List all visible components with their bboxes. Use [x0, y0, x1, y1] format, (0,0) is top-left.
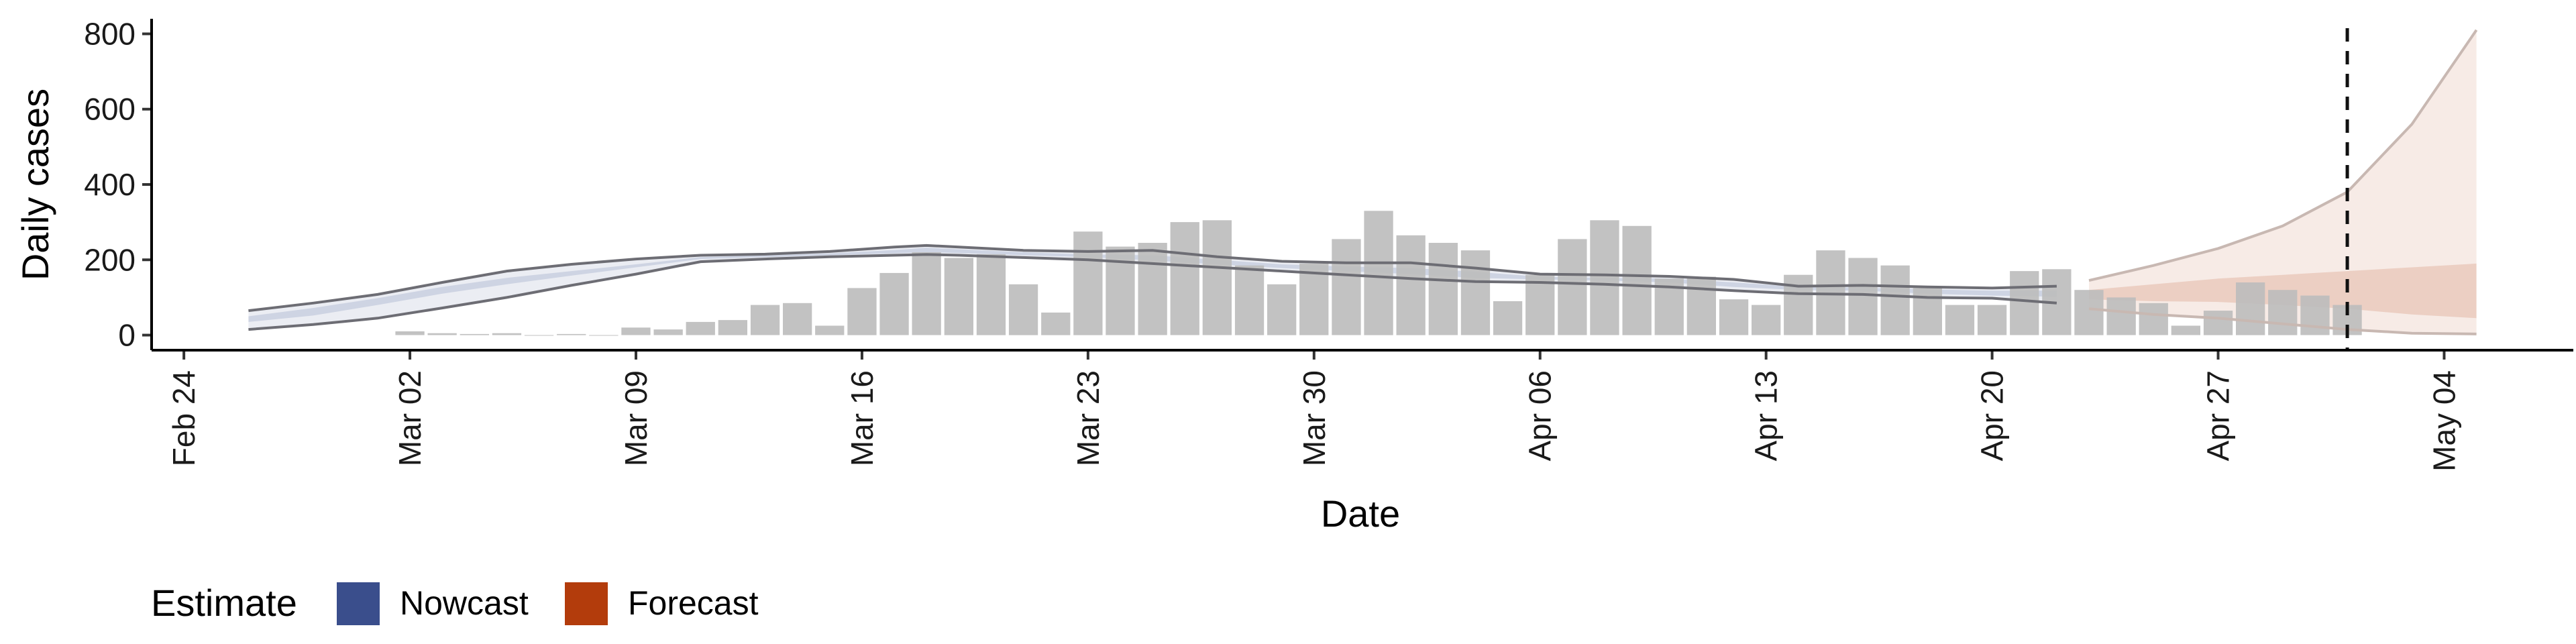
bar-2020-04-17	[1880, 265, 1910, 335]
x-tick-label: Mar 30	[1297, 370, 1332, 466]
x-tick-label: Mar 09	[619, 370, 653, 466]
y-tick-label: 200	[84, 242, 136, 277]
legend-label-nowcast: Nowcast	[400, 584, 529, 622]
estimate-outlines	[248, 29, 2478, 335]
bar-2020-03-28	[1234, 265, 1265, 335]
bar-2020-04-07	[1558, 239, 1587, 335]
x-tick-label: Mar 16	[845, 370, 879, 466]
bar-2020-03-17	[879, 272, 909, 335]
bar-2020-03-20	[976, 254, 1006, 335]
y-tick-label: 400	[84, 167, 136, 202]
bar-2020-03-19	[944, 258, 973, 335]
bar-2020-04-24	[2106, 297, 2136, 335]
y-axis-title: Daily cases	[14, 89, 56, 280]
y-tick-label: 800	[84, 16, 136, 51]
bar-2020-04-30	[2300, 295, 2330, 335]
bar-2020-03-22	[1041, 312, 1071, 335]
x-tick-label: Mar 23	[1071, 370, 1106, 466]
x-tick-label: Apr 20	[1975, 370, 2010, 462]
bar-2020-03-09	[621, 327, 651, 335]
bar-2020-03-06	[524, 335, 554, 336]
legend: Estimate Nowcast Forecast	[151, 582, 759, 625]
bar-2020-04-11	[1686, 276, 1716, 335]
bar-2020-04-12	[1719, 299, 1749, 335]
bar-2020-03-29	[1267, 284, 1297, 335]
x-axis-title: Date	[1321, 492, 1400, 535]
bar-2020-03-25	[1138, 243, 1167, 335]
bar-2020-04-02	[1396, 235, 1426, 335]
bar-2020-04-27	[2203, 311, 2233, 335]
bar-2020-04-09	[1622, 225, 1652, 335]
bar-2020-03-08	[589, 335, 619, 336]
bar-2020-03-18	[912, 252, 941, 335]
bar-2020-04-13	[1752, 305, 1781, 335]
bar-2020-03-21	[1008, 284, 1038, 335]
bar-2020-03-31	[1332, 239, 1361, 335]
x-tick-label: Apr 13	[1749, 370, 1784, 462]
bar-2020-04-04	[1460, 250, 1491, 335]
x-axis-ticks: Feb 24 Mar 02 Mar 09 Mar 16 Mar 23 Mar 30 Apr …	[166, 350, 2461, 472]
bar-2020-03-07	[557, 333, 586, 335]
x-tick-label: Apr 06	[1523, 370, 1558, 462]
observed-bars	[395, 211, 2362, 336]
y-tick-label: 600	[84, 92, 136, 127]
bar-2020-03-30	[1299, 263, 1329, 335]
bar-2020-04-21	[2010, 271, 2039, 335]
bar-2020-04-23	[2074, 290, 2104, 335]
bar-2020-03-02	[395, 331, 425, 335]
bar-2020-03-10	[653, 329, 683, 335]
nowcast-lower-line	[248, 253, 2057, 331]
bar-2020-04-06	[1525, 274, 1555, 335]
x-tick-label: Feb 24	[166, 370, 201, 466]
bar-2020-04-28	[2236, 282, 2265, 335]
y-tick-label: 0	[118, 318, 136, 353]
x-tick-label: Mar 02	[392, 370, 427, 466]
bar-2020-03-27	[1202, 220, 1232, 335]
bar-2020-03-15	[815, 325, 845, 335]
legend-label-forecast: Forecast	[628, 584, 759, 622]
bar-2020-04-25	[2139, 303, 2168, 335]
bar-2020-04-19	[1945, 305, 1975, 335]
forecast-upper-line	[2088, 29, 2478, 282]
bar-2020-04-29	[2268, 290, 2298, 335]
bar-2020-04-05	[1493, 301, 1523, 335]
legend-swatch-forecast	[565, 582, 608, 625]
bar-2020-03-13	[750, 305, 780, 335]
bar-2020-03-04	[460, 333, 489, 335]
legend-title: Estimate	[151, 582, 297, 624]
estimate-bands	[248, 30, 2477, 334]
bar-2020-03-11	[686, 321, 715, 335]
y-axis-ticks: 0 200 400 600 800	[84, 16, 152, 353]
forecast-lower-line	[2088, 307, 2477, 335]
bar-2020-03-05	[492, 333, 522, 335]
bar-2020-03-14	[783, 303, 812, 335]
bar-2020-04-08	[1590, 220, 1619, 335]
bar-2020-03-16	[847, 288, 877, 335]
x-tick-label: May 04	[2426, 370, 2461, 472]
bar-2020-03-12	[718, 320, 747, 335]
x-tick-label: Apr 27	[2201, 370, 2236, 462]
bar-2020-04-26	[2171, 325, 2200, 335]
bar-2020-04-20	[1977, 305, 2007, 335]
bar-2020-03-23	[1073, 231, 1103, 335]
bar-2020-04-03	[1428, 243, 1458, 335]
nowcast-upper-line	[248, 244, 2057, 313]
bar-2020-04-01	[1364, 211, 1393, 335]
bar-2020-04-18	[1913, 288, 1942, 335]
bar-2020-03-26	[1170, 222, 1199, 335]
bar-2020-04-16	[1848, 258, 1878, 335]
bar-2020-03-03	[427, 333, 457, 335]
legend-swatch-nowcast	[337, 582, 380, 625]
